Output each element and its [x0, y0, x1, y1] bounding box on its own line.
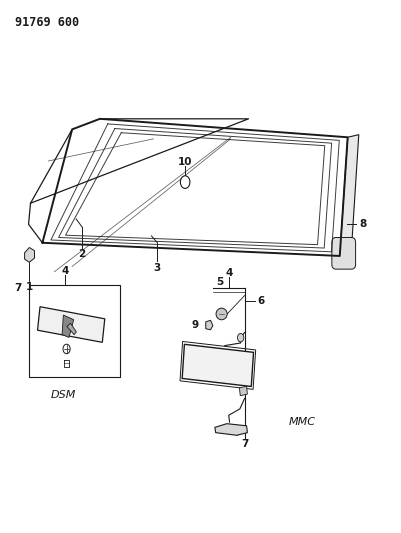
Text: 4: 4 [61, 266, 69, 276]
Polygon shape [215, 424, 247, 435]
Text: 3: 3 [154, 263, 161, 272]
Polygon shape [24, 247, 34, 262]
Text: DSM: DSM [51, 391, 76, 400]
Text: 5: 5 [215, 277, 223, 287]
Polygon shape [339, 135, 358, 259]
Polygon shape [205, 320, 213, 330]
Text: 91769 600: 91769 600 [14, 16, 79, 29]
Text: 4: 4 [225, 268, 232, 278]
Polygon shape [62, 315, 73, 337]
Text: 2: 2 [78, 249, 85, 260]
Text: 9: 9 [191, 319, 198, 329]
Polygon shape [67, 324, 76, 335]
Ellipse shape [215, 308, 227, 320]
Circle shape [237, 334, 243, 342]
Polygon shape [182, 344, 253, 386]
Text: 1: 1 [26, 281, 33, 292]
Text: 10: 10 [178, 157, 192, 167]
FancyBboxPatch shape [331, 238, 355, 269]
Circle shape [63, 344, 70, 354]
Polygon shape [239, 386, 247, 395]
Text: 8: 8 [358, 219, 366, 229]
Polygon shape [37, 306, 105, 342]
Text: MMC: MMC [288, 417, 314, 427]
Circle shape [180, 176, 189, 189]
Text: 7: 7 [14, 282, 21, 293]
Text: 7: 7 [240, 439, 248, 449]
Text: 6: 6 [257, 296, 264, 306]
